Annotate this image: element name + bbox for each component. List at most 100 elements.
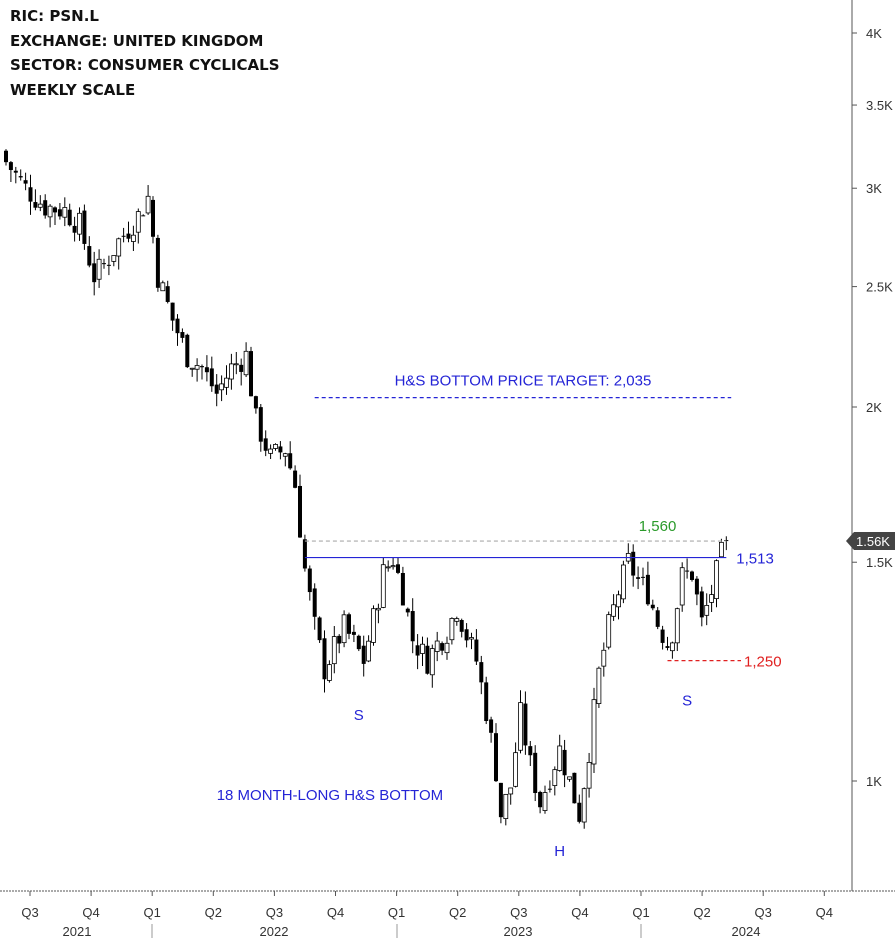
candle-down [562, 749, 567, 776]
candle-down [699, 591, 704, 618]
candle-up [366, 640, 372, 662]
candle-down [121, 235, 126, 237]
candle-down [165, 286, 170, 302]
candle-up [116, 238, 122, 257]
candle-up [385, 566, 391, 569]
quarter-label: Q3 [21, 905, 38, 920]
candle-up [518, 702, 523, 751]
candle-down [92, 263, 97, 283]
candle-up [341, 614, 347, 644]
quarter-label: Q3 [510, 905, 527, 920]
candle-down [57, 209, 62, 217]
candle-up [601, 649, 607, 667]
scale-label: WEEKLY SCALE [10, 80, 136, 99]
candle-down [494, 733, 498, 782]
candle-up [596, 667, 602, 704]
candle-up [233, 363, 239, 366]
quarter-label: Q2 [205, 905, 222, 920]
candle-up [557, 745, 563, 771]
price-tick-label: 3.5K [866, 98, 893, 113]
quarter-label: Q1 [144, 905, 161, 920]
resistance-label: 1,560 [639, 518, 677, 535]
candle-up [189, 367, 195, 370]
candle-up [130, 234, 136, 242]
price-axis: 1K 1.5K 2K 2.5K 3K 3.5K 4K 1.56K [846, 0, 895, 891]
candle-down [641, 576, 645, 578]
candle-down [33, 202, 38, 208]
year-label: 2023 [504, 924, 533, 938]
candle-down [351, 631, 356, 635]
ric-label: RIC: PSN.L [10, 7, 99, 25]
candle-down [572, 772, 577, 804]
candle-up [160, 282, 166, 292]
candle-up [326, 664, 332, 681]
candle-down [175, 318, 180, 334]
candle-down [180, 332, 185, 338]
pattern-annotation: S [354, 707, 364, 724]
candle-down [479, 662, 484, 683]
candle-up [508, 787, 514, 795]
candle-up [586, 762, 592, 789]
candle-up [145, 195, 151, 214]
candle-down [155, 237, 160, 288]
candle-down [356, 635, 361, 650]
candle-down [317, 617, 322, 641]
candle-down [102, 263, 106, 265]
candle-down [209, 368, 214, 387]
candle-down [263, 438, 268, 451]
candle-down [474, 639, 479, 662]
candle-down [53, 207, 57, 213]
quarter-label: Q2 [693, 905, 710, 920]
candle-down [253, 396, 258, 409]
instrument-info: RIC: PSN.L EXCHANGE: UNITED KINGDOM SECT… [10, 4, 280, 102]
candle-down [523, 703, 528, 746]
candle-up [37, 203, 43, 208]
candle-up [611, 604, 616, 617]
candle-up [591, 699, 597, 765]
year-label: 2021 [63, 924, 92, 938]
candle-down [302, 539, 307, 569]
chart-overlays: H&S BOTTOM PRICE TARGET: 2,035 1,560 1,513… [217, 373, 782, 861]
candle-down [660, 629, 665, 643]
candle-down [694, 578, 699, 595]
candle-down [533, 752, 538, 794]
candle-up [194, 365, 200, 370]
candle-down [82, 210, 87, 244]
candle-series [4, 149, 729, 829]
candle-down [43, 200, 48, 216]
candle-down [126, 233, 131, 239]
year-label: 2022 [260, 924, 289, 938]
candle-up [454, 618, 460, 622]
candle-up [704, 605, 710, 616]
price-tick-label: 3K [866, 181, 882, 196]
candle-up [243, 350, 249, 376]
candle-down [337, 635, 342, 644]
candle-down [322, 638, 327, 680]
candle-down [67, 209, 72, 226]
price-tick-label: 4K [866, 26, 882, 41]
candle-down [293, 470, 298, 488]
candle-up [670, 642, 675, 652]
candle-down [655, 610, 660, 627]
candle-up [679, 567, 685, 606]
candle-down [347, 614, 351, 634]
candle-up [390, 565, 396, 568]
candle-down [484, 682, 489, 722]
candle-up [429, 648, 435, 676]
candle-up [420, 643, 425, 654]
candle-down [13, 170, 18, 173]
candle-down [410, 611, 415, 642]
candle-down [440, 643, 445, 651]
candle-up [434, 640, 440, 652]
candle-down [547, 788, 552, 790]
price-target-label: H&S BOTTOM PRICE TARGET: 2,035 [395, 373, 652, 390]
quarter-label: Q4 [571, 905, 588, 920]
candle-up [469, 637, 474, 640]
neckline-label: 1,513 [736, 551, 774, 568]
pattern-annotation: 18 MONTH-LONG H&S BOTTOM [217, 787, 443, 804]
candle-down [18, 176, 23, 178]
year-label: 2024 [732, 924, 761, 938]
candle-up [503, 793, 509, 820]
pattern-annotation: H [554, 843, 565, 860]
candle-up [719, 541, 724, 558]
